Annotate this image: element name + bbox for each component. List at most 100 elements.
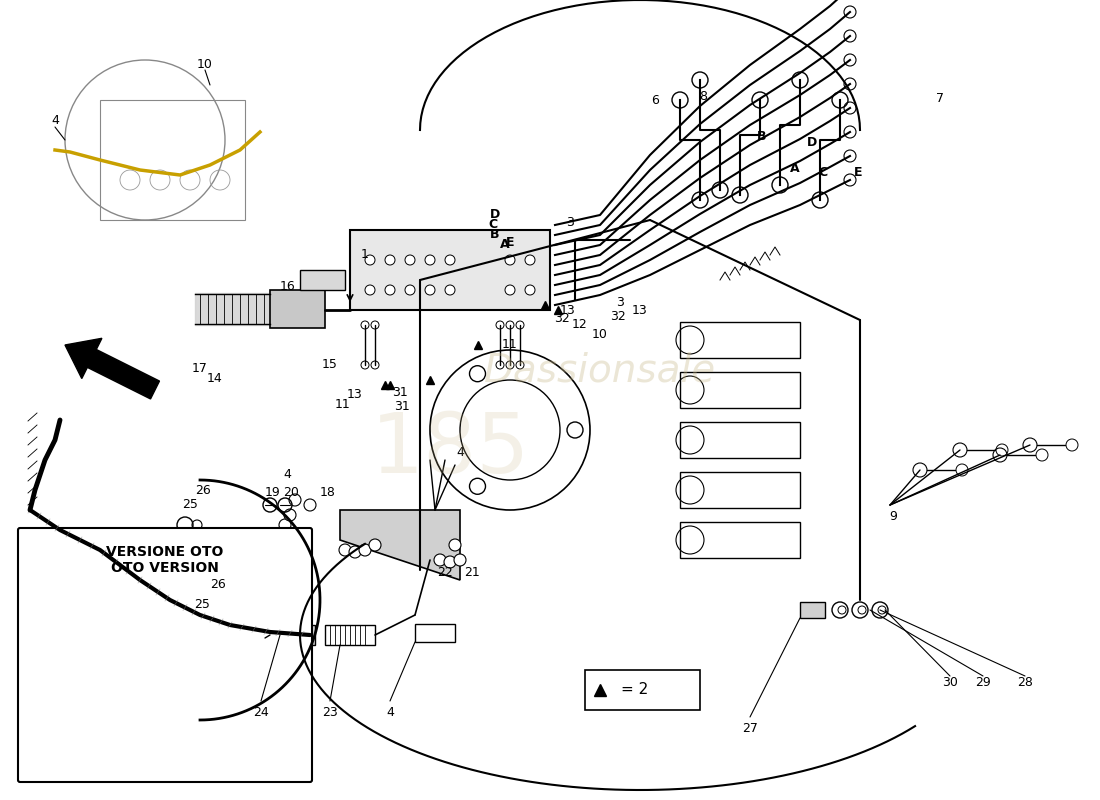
Bar: [585, 670, 700, 710]
Text: 31: 31: [392, 386, 408, 398]
Circle shape: [470, 366, 485, 382]
Polygon shape: [340, 510, 460, 580]
Text: B: B: [757, 130, 767, 143]
Circle shape: [844, 30, 856, 42]
Text: 3: 3: [616, 295, 624, 309]
Text: 3: 3: [566, 215, 574, 229]
Text: E: E: [506, 235, 515, 249]
Circle shape: [525, 255, 535, 265]
Circle shape: [434, 554, 446, 566]
Bar: [680, 322, 800, 358]
Text: 23: 23: [322, 706, 338, 718]
FancyArrow shape: [65, 338, 160, 399]
Circle shape: [844, 54, 856, 66]
Circle shape: [385, 255, 395, 265]
Text: 15: 15: [322, 358, 338, 371]
Circle shape: [339, 544, 351, 556]
Text: 13: 13: [632, 303, 648, 317]
Circle shape: [525, 285, 535, 295]
Text: A: A: [500, 238, 509, 251]
Text: C: C: [488, 218, 497, 231]
Text: 26: 26: [195, 483, 211, 497]
Circle shape: [361, 321, 368, 329]
Circle shape: [516, 361, 524, 369]
Circle shape: [505, 285, 515, 295]
Bar: [680, 522, 800, 558]
Circle shape: [454, 554, 466, 566]
Text: 13: 13: [560, 303, 576, 317]
Circle shape: [516, 321, 524, 329]
Circle shape: [304, 499, 316, 511]
Bar: [270, 290, 324, 328]
FancyBboxPatch shape: [18, 528, 312, 782]
Bar: [415, 624, 455, 642]
Circle shape: [505, 255, 515, 265]
Bar: [680, 422, 800, 458]
Circle shape: [385, 285, 395, 295]
Text: B: B: [491, 229, 499, 242]
Circle shape: [844, 6, 856, 18]
Text: 32: 32: [554, 311, 570, 325]
Text: 12: 12: [572, 318, 587, 331]
Text: 18: 18: [320, 486, 336, 498]
Text: 31: 31: [394, 401, 410, 414]
Circle shape: [371, 361, 380, 369]
Text: 9: 9: [889, 510, 896, 523]
Circle shape: [470, 478, 485, 494]
Text: 7: 7: [936, 91, 944, 105]
Text: 20: 20: [283, 486, 299, 498]
Text: 27: 27: [742, 722, 758, 734]
Circle shape: [284, 509, 296, 521]
Text: 6: 6: [651, 94, 659, 106]
Circle shape: [446, 255, 455, 265]
Circle shape: [405, 255, 415, 265]
Text: 26: 26: [210, 578, 225, 591]
Text: 13: 13: [348, 389, 363, 402]
Text: 11: 11: [336, 398, 351, 411]
Circle shape: [496, 321, 504, 329]
Text: 185: 185: [371, 410, 529, 490]
Text: Dassionsale: Dassionsale: [484, 351, 716, 389]
Text: 28: 28: [1018, 675, 1033, 689]
Circle shape: [844, 174, 856, 186]
Text: 4: 4: [386, 706, 394, 718]
Text: 32: 32: [610, 310, 626, 323]
Text: 22: 22: [437, 566, 453, 578]
Circle shape: [365, 285, 375, 295]
Bar: [270, 625, 315, 645]
Text: 16: 16: [280, 281, 296, 294]
Text: 30: 30: [942, 675, 958, 689]
Circle shape: [566, 422, 583, 438]
Circle shape: [371, 321, 380, 329]
Text: 17: 17: [192, 362, 208, 374]
Circle shape: [289, 494, 301, 506]
Text: 29: 29: [975, 675, 991, 689]
Circle shape: [844, 126, 856, 138]
Circle shape: [844, 102, 856, 114]
Text: 25: 25: [183, 498, 198, 511]
Text: 11: 11: [502, 338, 518, 351]
Circle shape: [365, 255, 375, 265]
Text: 21: 21: [464, 566, 480, 578]
Circle shape: [449, 539, 461, 551]
Text: 10: 10: [197, 58, 213, 71]
Bar: [680, 372, 800, 408]
Text: 19: 19: [265, 486, 280, 498]
Circle shape: [359, 544, 371, 556]
Text: D: D: [490, 209, 500, 222]
Bar: [300, 270, 345, 290]
Text: D: D: [807, 135, 817, 149]
Text: 14: 14: [207, 371, 223, 385]
Bar: [100, 100, 245, 220]
Circle shape: [844, 150, 856, 162]
Circle shape: [506, 361, 514, 369]
Text: = 2: = 2: [621, 682, 649, 698]
Text: 10: 10: [592, 329, 608, 342]
Bar: [324, 625, 375, 645]
Circle shape: [444, 556, 456, 568]
Circle shape: [349, 546, 361, 558]
Text: 4: 4: [456, 446, 464, 458]
Text: 1: 1: [361, 249, 368, 262]
Circle shape: [425, 285, 435, 295]
Bar: [350, 230, 550, 310]
